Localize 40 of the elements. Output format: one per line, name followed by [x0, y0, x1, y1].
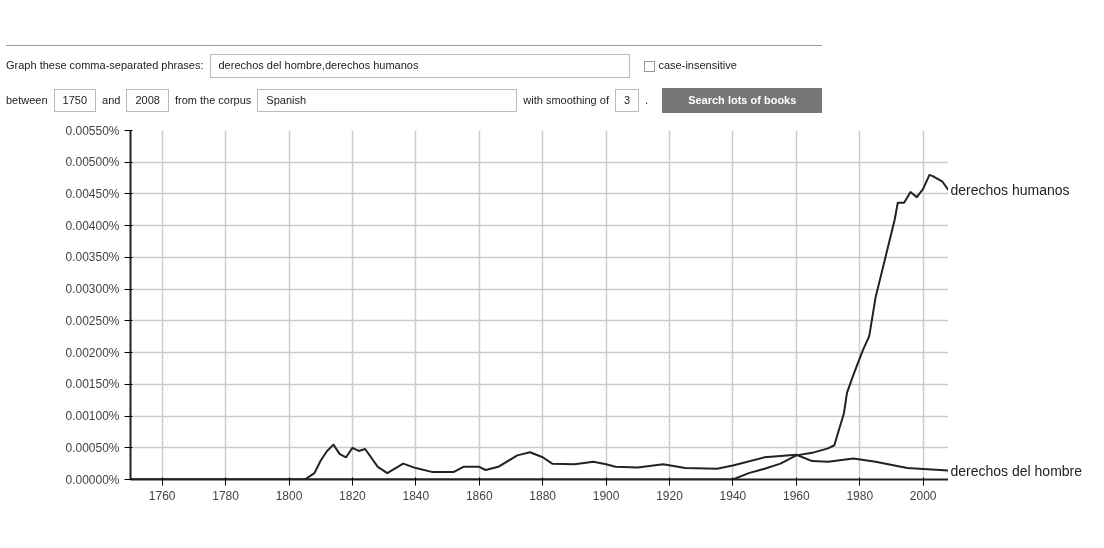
text: with smoothing of — [523, 93, 609, 106]
y-tick-label: 0.00300% — [65, 282, 120, 297]
text: and — [102, 93, 121, 106]
text: 2008 — [126, 88, 169, 113]
y-tick-label: 0.00150% — [65, 377, 120, 392]
x-tick-label: 1920 — [656, 488, 684, 503]
y-tick-label: 0.00050% — [65, 440, 120, 455]
text: 1750 — [53, 88, 97, 113]
x-tick-label: 1840 — [402, 488, 430, 503]
text: Search lots of books — [662, 87, 823, 114]
x-tick-label: 1960 — [782, 488, 810, 503]
x-tick-label: 1820 — [339, 488, 367, 503]
x-tick-label: 1980 — [846, 488, 874, 503]
y-tick-label: 0.00000% — [65, 472, 120, 487]
text: from the corpus — [174, 93, 252, 106]
y-tick-label: 0.00400% — [65, 218, 120, 233]
x-tick-label: 1880 — [529, 488, 557, 503]
x-tick-label: 1760 — [148, 488, 176, 503]
y-tick-label: 0.00350% — [65, 250, 120, 265]
x-tick-label: 1860 — [465, 488, 493, 503]
text: between — [6, 93, 48, 106]
text: Graph these comma-separated phrases: — [6, 59, 204, 71]
y-tick-label: 0.00100% — [65, 409, 120, 424]
x-tick-label: 1780 — [212, 488, 240, 503]
series-label: derechos del hombre — [950, 462, 1083, 479]
text: Spanish — [257, 88, 518, 113]
text: . — [645, 93, 649, 106]
y-tick-label: 0.00450% — [65, 186, 120, 201]
y-tick-label: 0.00550% — [65, 123, 120, 138]
y-tick-label: 0.00200% — [65, 345, 120, 360]
text: derechos del hombre,derechos humanos — [209, 54, 630, 78]
x-tick-label: 2000 — [909, 488, 937, 503]
x-tick-label: 1800 — [275, 488, 303, 503]
text: 3 — [614, 88, 640, 113]
x-tick-label: 1940 — [719, 488, 747, 503]
text: case-insensitive — [658, 59, 737, 71]
x-tick-label: 1900 — [592, 488, 620, 503]
y-tick-label: 0.00250% — [65, 313, 120, 328]
y-tick-label: 0.00500% — [65, 155, 120, 170]
series-label: derechos humanos — [950, 182, 1070, 199]
